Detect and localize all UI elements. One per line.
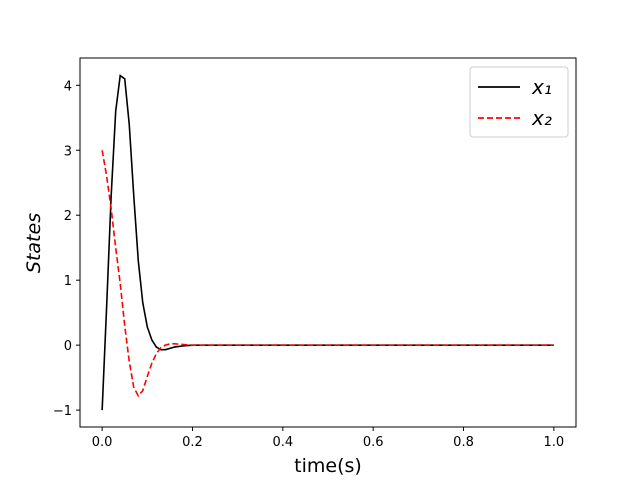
legend-label: x₂ <box>531 106 552 130</box>
x-axis-label: time(s) <box>294 455 362 477</box>
x-tick-label: 0.4 <box>272 435 293 450</box>
plot-frame <box>79 57 577 428</box>
y-tick-label: 1 <box>64 274 72 289</box>
y-tick-label: 2 <box>64 209 72 224</box>
y-tick-label: 0 <box>64 339 72 354</box>
y-tick-label: 3 <box>64 144 72 159</box>
y-tick-label: 4 <box>64 79 72 94</box>
x-tick-label: 1.0 <box>544 435 565 450</box>
legend-box <box>469 66 569 138</box>
series-line <box>101 150 554 398</box>
x-tick-label: 0.8 <box>453 435 474 450</box>
legend-label: x₁ <box>531 75 552 99</box>
x-tick-label: 0.0 <box>92 435 113 450</box>
series-line <box>101 74 554 411</box>
x-tick-label: 0.2 <box>182 435 203 450</box>
y-axis-label: States <box>23 213 45 273</box>
y-tick-label: −1 <box>53 404 72 419</box>
x-tick-label: 0.6 <box>363 435 384 450</box>
